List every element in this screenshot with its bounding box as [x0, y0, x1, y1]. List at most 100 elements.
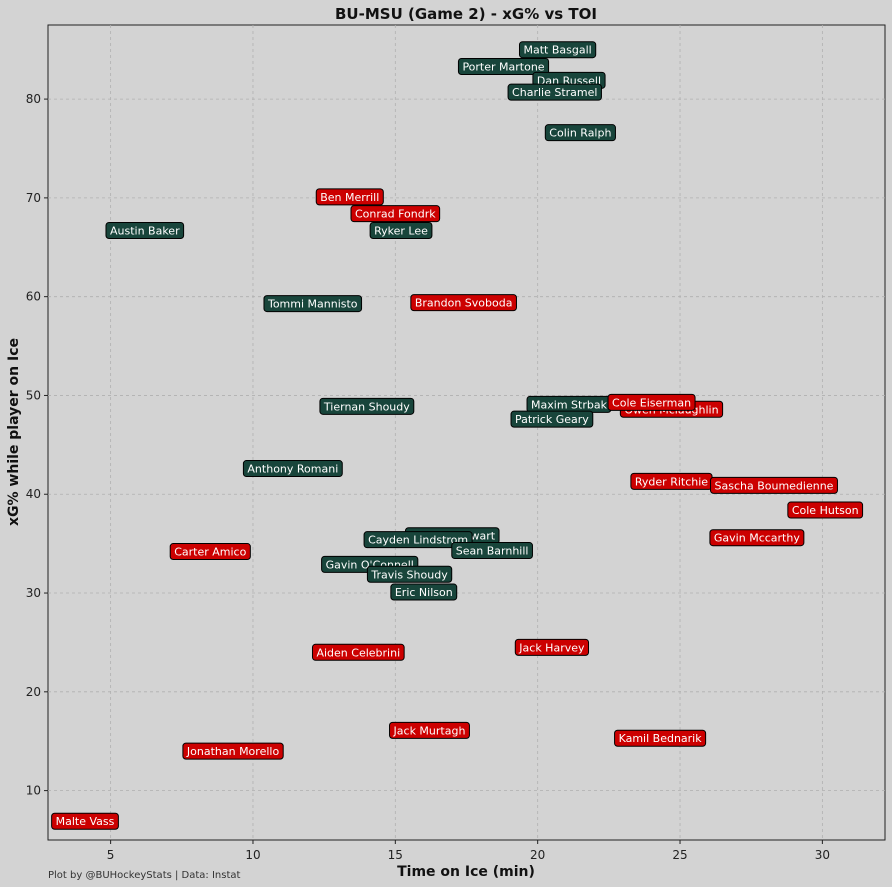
point-name: Conrad Fondrk: [355, 208, 436, 221]
data-point-label: Ryder Ritchie: [630, 472, 713, 490]
data-point-label: Jonathan Morello: [182, 742, 284, 760]
data-point-label: Aiden Celebrini: [311, 643, 405, 661]
data-point-label: Cayden Lindstrom: [363, 531, 473, 549]
credit-note: Plot by @BUHockeyStats | Data: Instat: [48, 870, 241, 881]
data-point-label: Matt Basgall: [518, 41, 597, 59]
point-name: Sean Barnhill: [456, 545, 529, 558]
data-point-label: Tommi Mannisto: [263, 295, 363, 313]
axis-ticks: 5 10 15 20 25 30 10 20 30 40 50 60 70 80: [26, 92, 830, 862]
y-tick-label: 60: [26, 290, 41, 304]
data-point-label: Travis Shoudy: [366, 565, 453, 583]
point-badge: [787, 501, 864, 519]
point-name: Ben Merrill: [320, 191, 379, 204]
point-badge: [510, 410, 594, 428]
point-badge: [369, 221, 433, 239]
point-name: Maxim Strbak: [531, 398, 608, 411]
data-point-label: Jack Harvey: [514, 638, 590, 656]
x-tick-label: 5: [107, 848, 115, 862]
point-name: Tommi Mannisto: [267, 298, 358, 311]
point-badge: [366, 565, 453, 583]
data-point-label: Tiernan Shoudy: [319, 397, 415, 415]
point-name: Charlie Stramel: [512, 86, 597, 99]
x-tick-label: 10: [245, 848, 260, 862]
y-tick-label: 50: [26, 388, 41, 402]
data-point-label: Eric Nilson: [390, 583, 458, 601]
point-badge: [518, 41, 597, 59]
y-tick-label: 80: [26, 92, 41, 106]
point-name: Jack Murtagh: [393, 724, 466, 737]
data-point-label: Malte Vass: [51, 812, 119, 830]
data-point-label: Sascha Boumedienne: [709, 476, 838, 494]
point-badge: [709, 476, 838, 494]
data-point-label: Cole Hutson: [787, 501, 864, 519]
data-point-label: Sean Barnhill: [451, 542, 533, 560]
x-tick-label: 30: [815, 848, 830, 862]
data-point-label: Ben Merrill: [315, 188, 384, 206]
point-badge: [242, 460, 343, 478]
chart-title: BU-MSU (Game 2) - xG% vs TOI: [335, 5, 597, 23]
point-name: Eric Nilson: [395, 586, 453, 599]
data-point-label: Conrad Fondrk: [350, 205, 441, 223]
point-badge: [507, 83, 602, 101]
data-point-label: Patrick Geary: [510, 410, 594, 428]
point-name: Cayden Lindstrom: [368, 534, 468, 547]
data-point-label: Colin Ralph: [544, 124, 616, 142]
data-point-label: Kamil Bednarik: [614, 729, 707, 747]
y-tick-label: 10: [26, 784, 41, 798]
x-tick-label: 25: [672, 848, 687, 862]
data-point-label: Brandon Svoboda: [410, 294, 517, 312]
point-badge: [607, 393, 696, 411]
data-point-label: Carter Amico: [169, 543, 251, 561]
point-name: Austin Baker: [110, 224, 180, 237]
y-axis-label: xG% while player on Ice: [6, 338, 22, 526]
point-badge: [363, 531, 473, 549]
point-name: Kamil Bednarik: [619, 732, 703, 745]
y-tick-label: 70: [26, 191, 41, 205]
x-tick-label: 20: [530, 848, 545, 862]
point-name: Jack Harvey: [518, 641, 585, 654]
point-badge: [350, 205, 441, 223]
point-badge: [544, 124, 616, 142]
data-point-label: Jack Murtagh: [389, 721, 470, 739]
point-name: Cole Hutson: [792, 504, 859, 517]
y-tick-label: 20: [26, 685, 41, 699]
point-name: Matt Basgall: [523, 44, 591, 57]
point-name: Brandon Svoboda: [415, 297, 513, 310]
x-tick-label: 15: [388, 848, 403, 862]
point-name: Jonathan Morello: [186, 745, 280, 758]
data-point-label: Maxim Strbak: [526, 395, 612, 413]
data-point-label: Cole Eiserman: [607, 393, 696, 411]
point-name: Malte Vass: [56, 815, 115, 828]
point-badge: [410, 294, 517, 312]
point-badge: [709, 529, 805, 547]
point-name: Cole Eiserman: [612, 396, 691, 409]
point-badge: [514, 638, 590, 656]
point-name: Colin Ralph: [549, 127, 611, 140]
point-name: Travis Shoudy: [370, 568, 448, 581]
data-point-label: Anthony Romani: [242, 460, 343, 478]
data-point-label: Charlie Stramel: [507, 83, 602, 101]
data-point-label: Porter Martone: [457, 57, 550, 75]
point-name: Ryder Ritchie: [635, 475, 708, 488]
point-badge: [390, 583, 458, 601]
point-name: Ryker Lee: [374, 224, 428, 237]
point-name: Carter Amico: [174, 546, 246, 559]
point-badge: [169, 543, 251, 561]
point-badge: [105, 221, 185, 239]
data-point-label: Gavin Mccarthy: [709, 529, 805, 547]
point-badge: [315, 188, 384, 206]
point-name: Patrick Geary: [515, 413, 589, 426]
point-name: Porter Martone: [462, 60, 544, 73]
point-name: Anthony Romani: [247, 463, 338, 476]
point-badge: [614, 729, 707, 747]
y-tick-label: 30: [26, 586, 41, 600]
point-name: Gavin Mccarthy: [714, 532, 800, 545]
point-name: Tiernan Shoudy: [323, 400, 410, 413]
point-badge: [182, 742, 284, 760]
y-tick-label: 40: [26, 487, 41, 501]
point-badge: [319, 397, 415, 415]
grid: [48, 25, 885, 840]
point-badge: [457, 57, 550, 75]
